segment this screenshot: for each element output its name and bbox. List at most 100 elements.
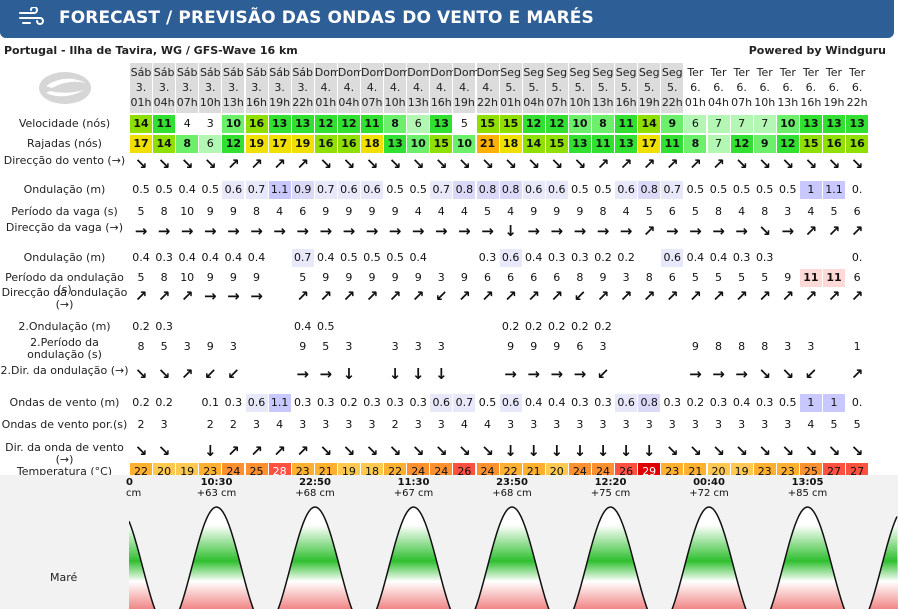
column-header[interactable]: Dom 4. 19h — [453, 63, 480, 113]
cell-value: 0.5 — [386, 251, 404, 264]
direction-arrow-icon: → — [319, 365, 333, 383]
column-header-h: 16h — [615, 96, 637, 109]
direction-arrow-icon: → — [296, 365, 309, 383]
column-header[interactable]: Seg 5. 13h — [592, 63, 614, 113]
column-header-d: Dom — [453, 66, 480, 79]
direction-arrow-icon: → — [735, 222, 748, 240]
cell-value: 10 — [453, 135, 476, 153]
column-header[interactable]: Sáb 3. 10h — [199, 63, 222, 113]
direction-arrow-icon: ↘ — [481, 155, 494, 173]
cell-value: 6 — [530, 271, 538, 284]
column-header[interactable]: Dom 4. 01h — [314, 63, 341, 113]
high-tide-time: 11:30 — [397, 477, 430, 488]
column-header[interactable]: Ter 6. 01h — [684, 63, 707, 113]
direction-arrow-icon: ↓ — [435, 365, 448, 383]
direction-arrow-icon: → — [781, 222, 795, 240]
cell-value: 0.3 — [155, 320, 173, 333]
direction-arrow-icon: ↘ — [758, 222, 771, 240]
cell-value: 1.1 — [268, 181, 291, 199]
column-header[interactable]: Sáb 3. 16h — [245, 63, 268, 113]
column-header[interactable]: Dom 4. 16h — [430, 63, 456, 113]
direction-arrow-icon: ↗ — [296, 155, 309, 173]
column-header[interactable]: Ter 6. 10h — [753, 63, 776, 113]
cell-value: 5 — [299, 271, 307, 284]
cell-value: 4 — [276, 205, 284, 218]
column-header[interactable]: Dom 4. 22h — [476, 63, 502, 113]
row-label: 2.Ondulação (m) — [18, 320, 111, 333]
column-header-h: 04h — [523, 96, 545, 109]
column-header[interactable]: Ter 6. 22h — [846, 63, 869, 113]
cell-value: 8 — [645, 271, 653, 284]
direction-arrow-icon: → — [527, 365, 540, 383]
direction-arrow-icon: ↘ — [319, 442, 333, 460]
column-header[interactable]: Sáb 3. 07h — [176, 63, 199, 113]
column-header[interactable]: Seg 5. 01h — [499, 63, 522, 113]
direction-arrow-icon: ↘ — [481, 442, 494, 460]
cell-value: 0.7 — [430, 181, 453, 199]
cell-value: 12 — [545, 115, 568, 133]
direction-arrow-icon: ↘ — [435, 442, 448, 460]
cell-value: 0. — [851, 251, 863, 264]
cell-value: 9 — [345, 205, 353, 218]
cell-value: 3 — [738, 418, 746, 431]
column-header[interactable]: Seg 5. 16h — [615, 63, 638, 113]
cell-value: 8 — [599, 205, 607, 218]
column-header[interactable]: Ter 6. 07h — [730, 63, 753, 113]
direction-arrow-icon: ↘ — [458, 442, 471, 460]
column-header[interactable]: Ter 6. 16h — [799, 63, 822, 113]
column-header[interactable]: Sáb 3. 04h — [153, 63, 176, 113]
high-tide-height: cm — [126, 488, 142, 499]
cell-value: 19 — [245, 135, 268, 153]
column-header[interactable]: Seg 5. 22h — [661, 63, 684, 113]
column-header-h: 04h — [708, 96, 729, 109]
cell-value: 16 — [245, 115, 268, 133]
cell-value: 14 — [153, 135, 176, 153]
cell-value: 16 — [846, 135, 869, 153]
column-header[interactable]: Dom 4. 04h — [337, 63, 364, 113]
column-header[interactable]: Sáb 3. 13h — [222, 63, 245, 113]
column-header[interactable]: Dom 4. 13h — [407, 63, 433, 113]
column-header[interactable]: Sáb 3. 22h — [291, 63, 314, 113]
cell-value: 11 — [592, 135, 614, 153]
cell-value: 5 — [691, 271, 699, 284]
cell-value: 6 — [199, 135, 222, 153]
column-header[interactable]: Sáb 3. 01h — [130, 63, 152, 113]
cell-value: 1.1 — [268, 394, 291, 412]
cell-value: 16 — [314, 135, 337, 153]
cell-value: 14 — [130, 115, 152, 133]
direction-arrow-icon: ↘ — [758, 155, 771, 173]
cell-value: 9 — [753, 135, 776, 153]
direction-arrow-icon: → — [666, 222, 679, 240]
column-header[interactable]: Ter 6. 04h — [707, 63, 730, 113]
powered-by-link[interactable]: Powered by Windguru — [748, 44, 886, 57]
tide-area — [129, 507, 898, 609]
column-header-n: 5. — [528, 81, 539, 94]
column-header[interactable]: Dom 4. 10h — [384, 63, 410, 113]
cell-value: 10 — [776, 115, 799, 133]
column-header-d: Seg — [592, 66, 614, 79]
cell-value: 0.5 — [132, 183, 150, 196]
cell-value: 9 — [507, 340, 515, 353]
direction-arrow-icon: ↗ — [689, 287, 702, 305]
direction-arrow-icon: ↘ — [388, 155, 402, 173]
row-label: Rajadas (nós) — [27, 137, 102, 150]
direction-arrow-icon: ↘ — [573, 155, 587, 173]
direction-arrow-icon: ↘ — [157, 365, 171, 383]
cell-value: 5 — [645, 205, 653, 218]
cell-value: 2 — [137, 418, 145, 431]
column-header[interactable]: Seg 5. 19h — [638, 63, 661, 113]
column-header[interactable]: Ter 6. 19h — [823, 63, 845, 113]
column-header[interactable]: Sáb 3. 19h — [268, 63, 291, 113]
column-header[interactable]: Seg 5. 10h — [568, 63, 591, 113]
direction-arrow-icon: ↘ — [550, 155, 564, 173]
cell-value: 0.3 — [224, 396, 243, 409]
column-header[interactable]: Seg 5. 04h — [522, 63, 545, 113]
direction-arrow-icon: → — [435, 222, 448, 240]
direction-arrow-icon: ↗ — [827, 287, 841, 305]
column-header[interactable]: Ter 6. 13h — [776, 63, 799, 113]
column-header[interactable]: Dom 4. 07h — [361, 63, 387, 113]
direction-arrow-icon: → — [134, 222, 148, 240]
column-header[interactable]: Seg 5. 07h — [545, 63, 568, 113]
cell-value: 19 — [176, 463, 199, 475]
cell-value: 0.3 — [317, 396, 335, 409]
